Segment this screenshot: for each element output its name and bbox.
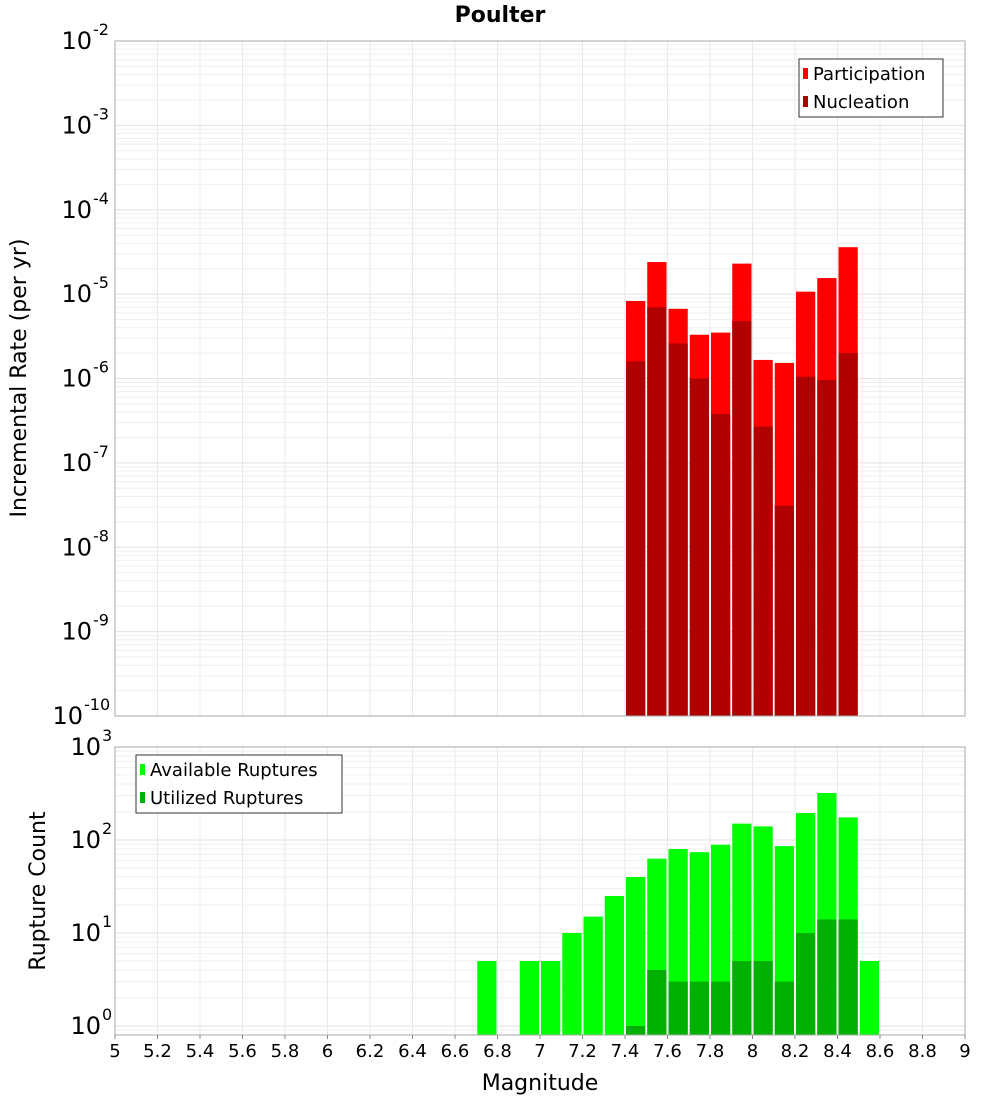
- bar-utilized-ruptures: [817, 919, 837, 1035]
- x-tick-label: 5.8: [271, 1041, 300, 1062]
- y-tick-label-base: 10: [61, 365, 92, 393]
- legend-swatch: [140, 792, 145, 803]
- bar-utilized-ruptures: [774, 981, 794, 1035]
- bar-nucleation: [753, 426, 773, 716]
- bar-nucleation: [796, 376, 816, 716]
- bar-utilized-ruptures: [626, 1025, 646, 1035]
- bottom-plot-area: 5 5.2 5.4 5.6 5.8 6 6.2 6.4 6.6 6.8 7 7.2 7.4 7.6 7.8 8…: [70, 726, 970, 1062]
- y-tick-label-base: 10: [61, 618, 92, 646]
- bar-utilized-ruptures: [689, 981, 709, 1035]
- bar-available-ruptures: [859, 960, 879, 1035]
- x-tick-label: 8.2: [781, 1041, 810, 1062]
- legend-swatch: [140, 764, 145, 775]
- y-tick-label-exponent: -10: [84, 695, 110, 714]
- chart-title: Poulter: [455, 3, 546, 28]
- x-tick-label: 7.6: [653, 1041, 682, 1062]
- legend-box: [135, 754, 343, 814]
- y-tick-label-exponent: -8: [93, 526, 109, 545]
- bar-nucleation: [647, 307, 667, 716]
- y-tick-label-exponent: 2: [102, 819, 112, 838]
- x-axis-label: Magnitude: [482, 1071, 599, 1096]
- bar-nucleation: [711, 413, 731, 716]
- y-tick-label-exponent: -9: [93, 611, 109, 630]
- x-tick-label: 6: [322, 1041, 333, 1062]
- bar-available-ruptures: [562, 932, 582, 1035]
- bar-available-ruptures: [519, 960, 539, 1035]
- y-tick-label-base: 10: [70, 733, 101, 761]
- legend-label: Participation: [813, 64, 925, 85]
- bar-nucleation: [689, 378, 709, 716]
- bar-utilized-ruptures: [711, 981, 731, 1035]
- y-tick-label-exponent: -7: [93, 442, 109, 461]
- plot-border: [114, 40, 966, 717]
- y-tick-label-exponent: 3: [102, 726, 112, 745]
- x-tick-label: 6.4: [398, 1041, 427, 1062]
- legend-label: Available Ruptures: [150, 760, 318, 781]
- x-tick-label: 6.6: [441, 1041, 470, 1062]
- x-tick-label: 6.8: [483, 1041, 512, 1062]
- y-tick-label-exponent: 1: [102, 912, 112, 931]
- bar-utilized-ruptures: [647, 969, 667, 1035]
- bar-utilized-ruptures: [796, 932, 816, 1035]
- x-tick-label: 7.8: [696, 1041, 725, 1062]
- bar-available-ruptures: [541, 960, 561, 1035]
- bar-utilized-ruptures: [838, 919, 858, 1035]
- bar-nucleation: [668, 343, 688, 716]
- bar-available-ruptures: [583, 916, 603, 1035]
- bar-nucleation: [626, 361, 646, 716]
- legend-box: [798, 58, 944, 118]
- y-tick-label-base: 10: [61, 533, 92, 561]
- x-tick-label: 8.4: [823, 1041, 852, 1062]
- y-tick-label-base: 10: [52, 702, 83, 730]
- y-tick-label-base: 10: [61, 27, 92, 55]
- y-tick-label-exponent: -6: [93, 358, 109, 377]
- legend: Available Ruptures Utilized Ruptures: [135, 754, 343, 814]
- y-tick-label-base: 10: [70, 826, 101, 854]
- bar-utilized-ruptures: [668, 981, 688, 1035]
- y-tick-label-exponent: 0: [102, 1005, 112, 1024]
- y-tick-label-exponent: -3: [93, 104, 109, 123]
- x-tick-label: 7.2: [568, 1041, 597, 1062]
- y-tick-label-base: 10: [70, 1012, 101, 1040]
- x-tick-label: 7.4: [611, 1041, 640, 1062]
- x-tick-label: 5: [109, 1041, 120, 1062]
- bar-nucleation: [732, 321, 752, 716]
- bar-available-ruptures: [477, 960, 497, 1035]
- x-tick-label: 8: [747, 1041, 758, 1062]
- x-tick-label: 8.6: [866, 1041, 895, 1062]
- y-tick-label-exponent: -2: [93, 20, 109, 39]
- legend-label: Utilized Ruptures: [150, 788, 303, 809]
- legend-label: Nucleation: [813, 92, 909, 113]
- y-tick-label-base: 10: [61, 111, 92, 139]
- x-tick-label: 8.8: [908, 1041, 937, 1062]
- bar-available-ruptures: [626, 877, 646, 1035]
- bar-nucleation: [817, 379, 837, 716]
- bar-nucleation: [838, 353, 858, 716]
- y-tick-label-base: 10: [61, 196, 92, 224]
- y-tick-label-exponent: -4: [93, 189, 109, 208]
- bar-utilized-ruptures: [753, 960, 773, 1035]
- legend-swatch: [803, 68, 808, 79]
- x-tick-label: 7: [534, 1041, 545, 1062]
- bar-nucleation: [774, 505, 794, 716]
- x-tick-label: 5.6: [228, 1041, 257, 1062]
- top-y-axis-label: Incremental Rate (per yr): [7, 239, 32, 518]
- x-tick-label: 9: [959, 1041, 970, 1062]
- y-tick-label-base: 10: [70, 919, 101, 947]
- x-tick-label: 5.2: [143, 1041, 172, 1062]
- bottom-y-axis-label: Rupture Count: [26, 811, 51, 971]
- y-tick-label-exponent: -5: [93, 273, 109, 292]
- legend-swatch: [803, 96, 808, 107]
- y-tick-label-base: 10: [61, 280, 92, 308]
- bar-available-ruptures: [604, 895, 624, 1035]
- bar-utilized-ruptures: [732, 960, 752, 1035]
- legend: Participation Nucleation: [798, 58, 944, 118]
- x-tick-label: 6.2: [356, 1041, 385, 1062]
- top-plot-area: ParticipationNucleation10-1010-910-810-7…: [52, 20, 966, 730]
- x-tick-label: 5.4: [186, 1041, 215, 1062]
- y-tick-label-base: 10: [61, 449, 92, 477]
